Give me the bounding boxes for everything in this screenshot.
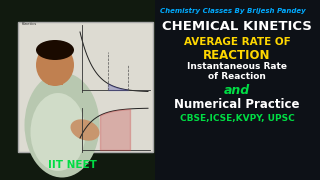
Text: of Reaction: of Reaction: [208, 72, 266, 81]
Bar: [155, 0, 320, 180]
Text: CHEMICAL KINETICS: CHEMICAL KINETICS: [162, 20, 312, 33]
Ellipse shape: [36, 44, 74, 86]
Text: CBSE,ICSE,KVPY, UPSC: CBSE,ICSE,KVPY, UPSC: [180, 114, 294, 123]
Text: Instantaneous Rate: Instantaneous Rate: [187, 62, 287, 71]
Ellipse shape: [70, 119, 100, 141]
Text: Kinetics: Kinetics: [22, 22, 37, 26]
Ellipse shape: [36, 40, 74, 60]
Text: IIT NEET: IIT NEET: [48, 160, 96, 170]
Text: AVERAGE RATE OF: AVERAGE RATE OF: [184, 37, 290, 47]
Bar: [18, 22, 153, 152]
Ellipse shape: [25, 73, 100, 177]
Bar: [48, 70, 63, 85]
Text: Numerical Practice: Numerical Practice: [174, 98, 300, 111]
Text: and: and: [224, 84, 250, 97]
Bar: [0, 0, 155, 180]
Text: REACTION: REACTION: [203, 49, 271, 62]
Text: Chemistry Classes By Brijesh Pandey: Chemistry Classes By Brijesh Pandey: [160, 8, 306, 14]
Ellipse shape: [30, 93, 85, 171]
